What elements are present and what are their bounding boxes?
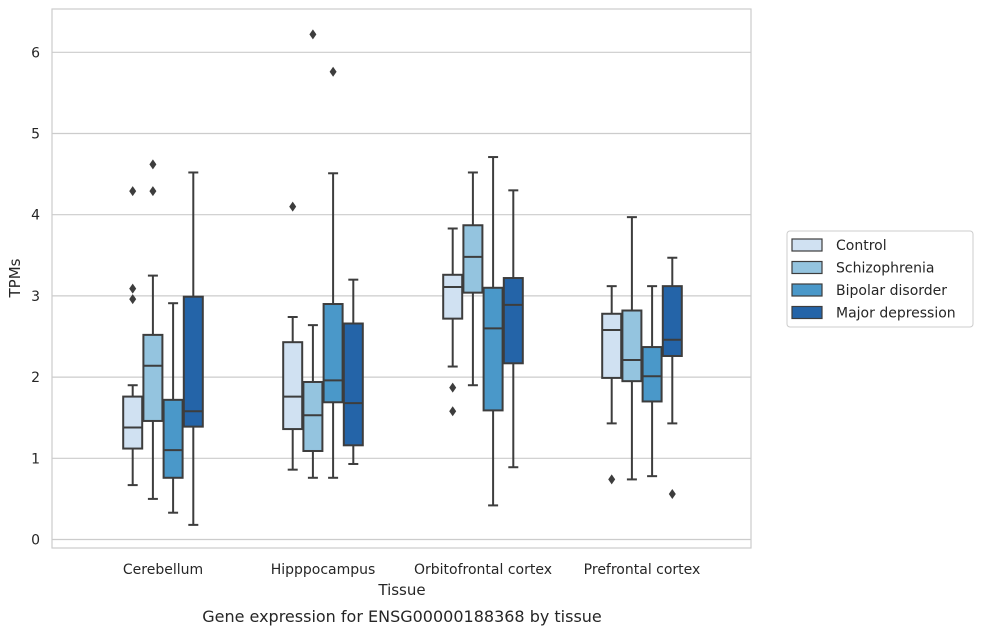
box-iqr xyxy=(462,224,484,294)
y-tick-labels: 0 1 2 3 4 5 6 xyxy=(31,45,40,548)
box-schizophrenia xyxy=(302,29,324,479)
box-control xyxy=(122,186,144,487)
legend-swatch xyxy=(791,283,823,297)
box-bipolar-disorder xyxy=(482,156,504,507)
legend-label: Schizophrenia xyxy=(836,261,934,277)
outlier-point xyxy=(668,489,676,500)
legend-frame xyxy=(786,230,974,328)
x-tick-label: Prefrontal cortex xyxy=(584,562,701,578)
outlier-point xyxy=(129,283,137,294)
box-iqr xyxy=(342,322,364,447)
x-tick-label: Hipppocampus xyxy=(271,562,376,578)
box-iqr xyxy=(661,285,683,357)
box-iqr xyxy=(641,346,663,403)
y-axis-title: TPMs xyxy=(6,258,24,298)
y-tick-label: 0 xyxy=(31,533,40,549)
legend-item: Schizophrenia xyxy=(791,260,934,277)
box-major-depression xyxy=(502,189,524,469)
outlier-point xyxy=(129,186,137,197)
legend-item: Major depression xyxy=(791,305,956,322)
outlier-point xyxy=(149,186,157,197)
legend-swatch xyxy=(791,305,823,320)
outlier-point xyxy=(329,66,337,77)
box-control xyxy=(282,201,304,471)
legend-item: Control xyxy=(791,238,887,254)
box-bipolar-disorder xyxy=(162,302,184,514)
y-tick-label: 6 xyxy=(31,45,40,61)
x-axis-title: Tissue xyxy=(377,581,425,599)
box-schizophrenia xyxy=(621,216,643,481)
box-control xyxy=(601,285,623,485)
box-iqr xyxy=(322,303,344,404)
box-schizophrenia xyxy=(462,171,484,387)
outlier-point xyxy=(149,159,157,170)
x-tick-labels: Cerebellum Hipppocampus Orbitofrontal cort… xyxy=(123,562,700,578)
box-bipolar-disorder xyxy=(641,285,663,478)
box-control xyxy=(442,227,464,417)
x-tick-label: Orbitofrontal cortex xyxy=(414,562,552,578)
box-iqr xyxy=(502,277,524,365)
legend-label: Major depression xyxy=(836,306,956,322)
x-tick-label: Cerebellum xyxy=(123,562,203,578)
box-major-depression xyxy=(342,278,364,465)
outlier-point xyxy=(449,406,457,417)
box-iqr xyxy=(442,273,464,320)
legend-label: Bipolar disorder xyxy=(836,283,947,299)
y-tick-label: 4 xyxy=(31,208,40,224)
box-plots xyxy=(122,29,683,526)
outlier-point xyxy=(309,29,317,40)
box-major-depression xyxy=(661,256,683,500)
plot-frame xyxy=(51,8,752,549)
outlier-point xyxy=(129,294,137,305)
y-tick-label: 5 xyxy=(31,127,40,143)
box-iqr xyxy=(282,341,304,431)
box-major-depression xyxy=(182,171,204,526)
outlier-point xyxy=(289,201,297,212)
y-tick-label: 2 xyxy=(31,370,40,386)
y-tick-label: 3 xyxy=(31,289,40,305)
y-tick-label: 1 xyxy=(31,451,40,467)
outlier-point xyxy=(608,474,616,485)
box-iqr xyxy=(621,309,643,383)
box-iqr xyxy=(142,333,164,422)
legend-item: Bipolar disorder xyxy=(791,283,947,299)
box-bipolar-disorder xyxy=(322,66,344,479)
legend-swatch xyxy=(791,238,823,252)
legend: Control Schizophrenia Bipolar disorder Majo… xyxy=(786,230,974,328)
legend-label: Control xyxy=(836,238,887,254)
outlier-point xyxy=(449,382,457,393)
box-iqr xyxy=(162,398,184,479)
box-iqr xyxy=(482,286,504,412)
chart-caption: Gene expression for ENSG00000188368 by t… xyxy=(202,607,602,626)
plot-background xyxy=(52,9,751,548)
box-iqr xyxy=(122,395,144,450)
box-iqr xyxy=(601,312,623,379)
legend-swatch xyxy=(791,260,823,275)
box-iqr xyxy=(302,380,324,452)
box-schizophrenia xyxy=(142,159,164,500)
box-iqr xyxy=(182,295,204,428)
